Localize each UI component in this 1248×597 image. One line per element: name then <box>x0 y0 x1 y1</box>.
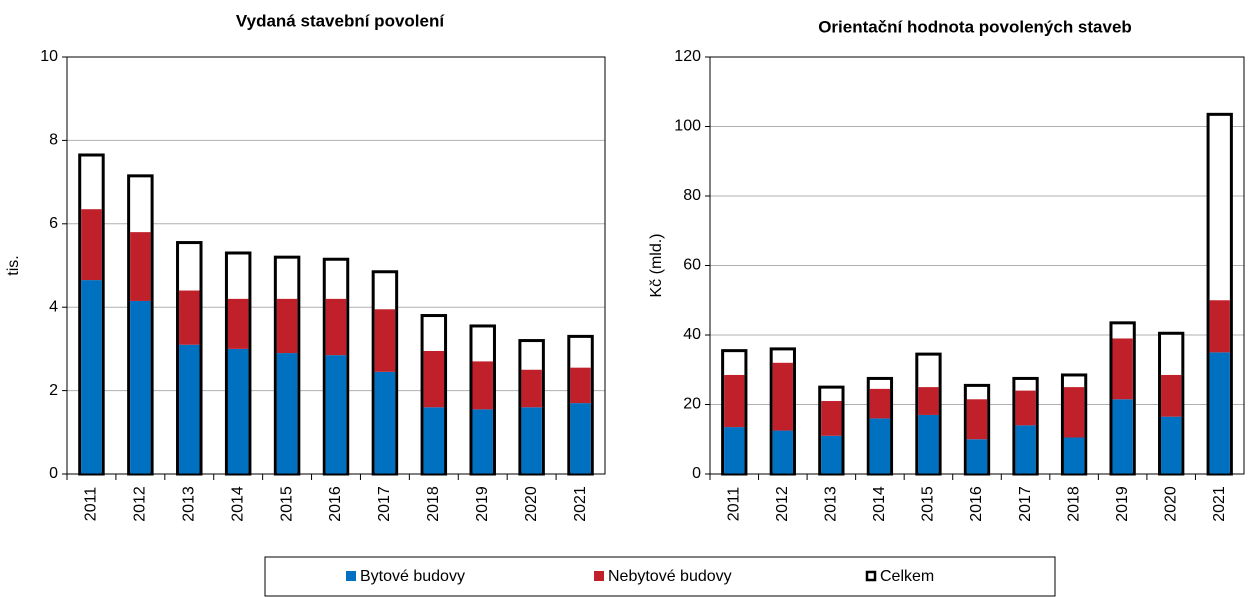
bar-segment <box>227 298 249 349</box>
bar-segment <box>1161 416 1182 474</box>
legend-label: Nebytové budovy <box>608 568 732 585</box>
chart-title: Vydaná stavební povolení <box>236 11 445 30</box>
bar-segment <box>423 407 445 474</box>
x-tick-label: 2014 <box>229 486 246 522</box>
bar-segment <box>869 418 891 474</box>
bar-segment <box>374 371 396 474</box>
bar-segment <box>423 350 445 408</box>
bar-segment <box>724 374 745 428</box>
bar-segment <box>570 367 591 404</box>
bar-segment <box>724 427 745 474</box>
x-tick-label: 2017 <box>1017 486 1034 522</box>
chart-title: Orientační hodnota povolených staveb <box>818 17 1132 36</box>
bar-segment <box>1112 399 1133 474</box>
legend-label: Celkem <box>880 568 934 585</box>
legend-box <box>264 556 1056 597</box>
y-tick-label: 60 <box>683 257 701 274</box>
bar-segment <box>374 309 396 372</box>
y-axis-label: tis. <box>5 255 22 275</box>
bar-segment <box>570 403 591 474</box>
bar-segment <box>918 414 939 474</box>
bar-segment <box>1209 300 1230 353</box>
bar-segment <box>325 298 347 356</box>
bar-segment <box>918 387 939 415</box>
bar-segment <box>772 430 793 474</box>
x-tick-label: 2015 <box>278 486 295 522</box>
bar-segment <box>472 409 493 474</box>
bar-segment <box>81 209 102 281</box>
bar-segment <box>179 344 200 474</box>
x-tick-label: 2012 <box>774 486 791 522</box>
x-tick-label: 2016 <box>968 486 985 522</box>
bar-segment <box>821 435 842 474</box>
y-tick-label: 40 <box>683 326 701 343</box>
x-tick-label: 2015 <box>920 486 937 522</box>
bar-segment <box>276 298 298 354</box>
bar-segment <box>966 399 988 440</box>
plot-frame <box>709 56 1245 475</box>
legend-swatch <box>594 571 604 581</box>
y-tick-label: 4 <box>49 298 58 315</box>
x-tick-label: 2012 <box>132 486 149 522</box>
x-tick-label: 2018 <box>1065 486 1082 522</box>
x-tick-label: 2013 <box>180 486 197 522</box>
x-tick-label: 2016 <box>327 486 344 522</box>
bar-segment <box>276 353 298 474</box>
bar-segment <box>227 348 249 474</box>
x-tick-label: 2014 <box>871 486 888 522</box>
y-tick-label: 8 <box>49 132 58 149</box>
y-tick-label: 10 <box>40 48 58 65</box>
bar-segment <box>130 300 151 474</box>
bar-segment <box>472 361 493 410</box>
legend-swatch <box>346 571 356 581</box>
bar-segment <box>1063 437 1085 474</box>
x-tick-label: 2011 <box>725 487 742 522</box>
legend-label: Bytové budovy <box>360 568 465 585</box>
bar-segment <box>130 232 151 301</box>
y-tick-label: 120 <box>674 48 701 65</box>
x-tick-label: 2013 <box>823 486 840 522</box>
bar-segment <box>1161 374 1182 417</box>
bar-segment <box>521 407 542 474</box>
x-tick-label: 2017 <box>376 486 393 522</box>
y-tick-label: 80 <box>683 187 701 204</box>
x-tick-label: 2011 <box>83 487 100 522</box>
bar-segment <box>1015 425 1036 474</box>
bar-segment <box>325 355 347 474</box>
x-tick-label: 2021 <box>1211 486 1228 522</box>
y-tick-label: 100 <box>674 118 701 135</box>
x-tick-label: 2018 <box>425 486 442 522</box>
x-tick-label: 2020 <box>523 486 540 522</box>
bar-segment <box>81 280 102 474</box>
x-tick-label: 2019 <box>1114 486 1131 522</box>
y-tick-label: 6 <box>49 215 58 232</box>
bar-segment <box>179 290 200 345</box>
y-tick-label: 0 <box>49 465 58 482</box>
plot-frame <box>66 56 606 475</box>
y-tick-label: 0 <box>692 465 701 482</box>
x-tick-label: 2021 <box>572 486 589 522</box>
y-tick-label: 2 <box>49 382 58 399</box>
bar-segment <box>1112 338 1133 400</box>
bar-segment <box>966 439 988 474</box>
bar-segment <box>521 369 542 408</box>
x-tick-label: 2019 <box>474 486 491 522</box>
y-tick-label: 20 <box>683 396 701 413</box>
bar-segment <box>1063 387 1085 438</box>
bar-segment <box>821 401 842 436</box>
bar-segment <box>1209 352 1230 474</box>
legend-swatch <box>865 570 877 582</box>
bar-segment <box>1015 390 1036 426</box>
y-axis-label: Kč (mld.) <box>648 234 665 298</box>
bar-segment <box>772 362 793 431</box>
bar-segment <box>869 388 891 419</box>
x-tick-label: 2020 <box>1162 486 1179 522</box>
